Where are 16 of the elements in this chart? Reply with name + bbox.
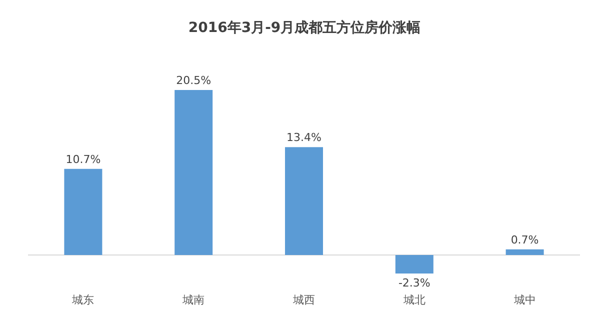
bar [64,168,102,255]
x-tick-label: 城南 [182,294,205,307]
x-tick-label: 城北 [402,294,426,307]
x-tick-label: 城中 [512,294,536,307]
bar [285,147,323,255]
data-label: 0.7% [510,233,539,246]
x-tick-label: 城东 [71,294,94,307]
data-label: 20.5% [176,74,212,87]
x-tick-label: 城西 [292,294,315,307]
bar [174,90,213,255]
bar [506,249,544,255]
data-label: -2.3% [398,276,430,290]
chart-title: 2016年3月-9月成都五方位房价涨幅 [188,19,421,36]
bar [395,255,434,274]
data-label: 10.7% [66,152,101,166]
data-label: 13.4% [286,131,322,144]
